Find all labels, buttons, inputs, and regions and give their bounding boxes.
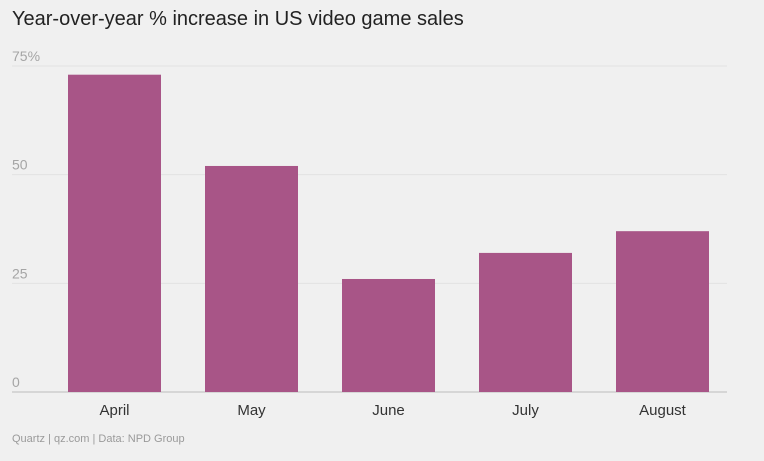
x-tick-label: July bbox=[512, 402, 539, 419]
bar-april bbox=[68, 74, 161, 393]
x-tick-label: August bbox=[639, 402, 687, 419]
chart-title: Year-over-year % increase in US video ga… bbox=[12, 8, 464, 30]
y-tick-label: 75% bbox=[12, 48, 40, 64]
x-tick-label: May bbox=[237, 402, 266, 419]
bar-june bbox=[342, 278, 435, 392]
x-tick-label: June bbox=[372, 402, 405, 419]
y-tick-label: 50 bbox=[12, 157, 28, 173]
labels: 0 25 50 75% April May June July August bbox=[12, 48, 687, 419]
bar-july bbox=[479, 252, 572, 392]
bars bbox=[68, 74, 709, 393]
y-tick-label: 0 bbox=[12, 374, 20, 390]
bar-may bbox=[205, 165, 298, 392]
y-tick-label: 25 bbox=[12, 265, 28, 281]
source-note: Quartz | qz.com | Data: NPD Group bbox=[12, 433, 185, 445]
bar-august bbox=[616, 231, 709, 392]
x-tick-label: April bbox=[99, 402, 129, 419]
